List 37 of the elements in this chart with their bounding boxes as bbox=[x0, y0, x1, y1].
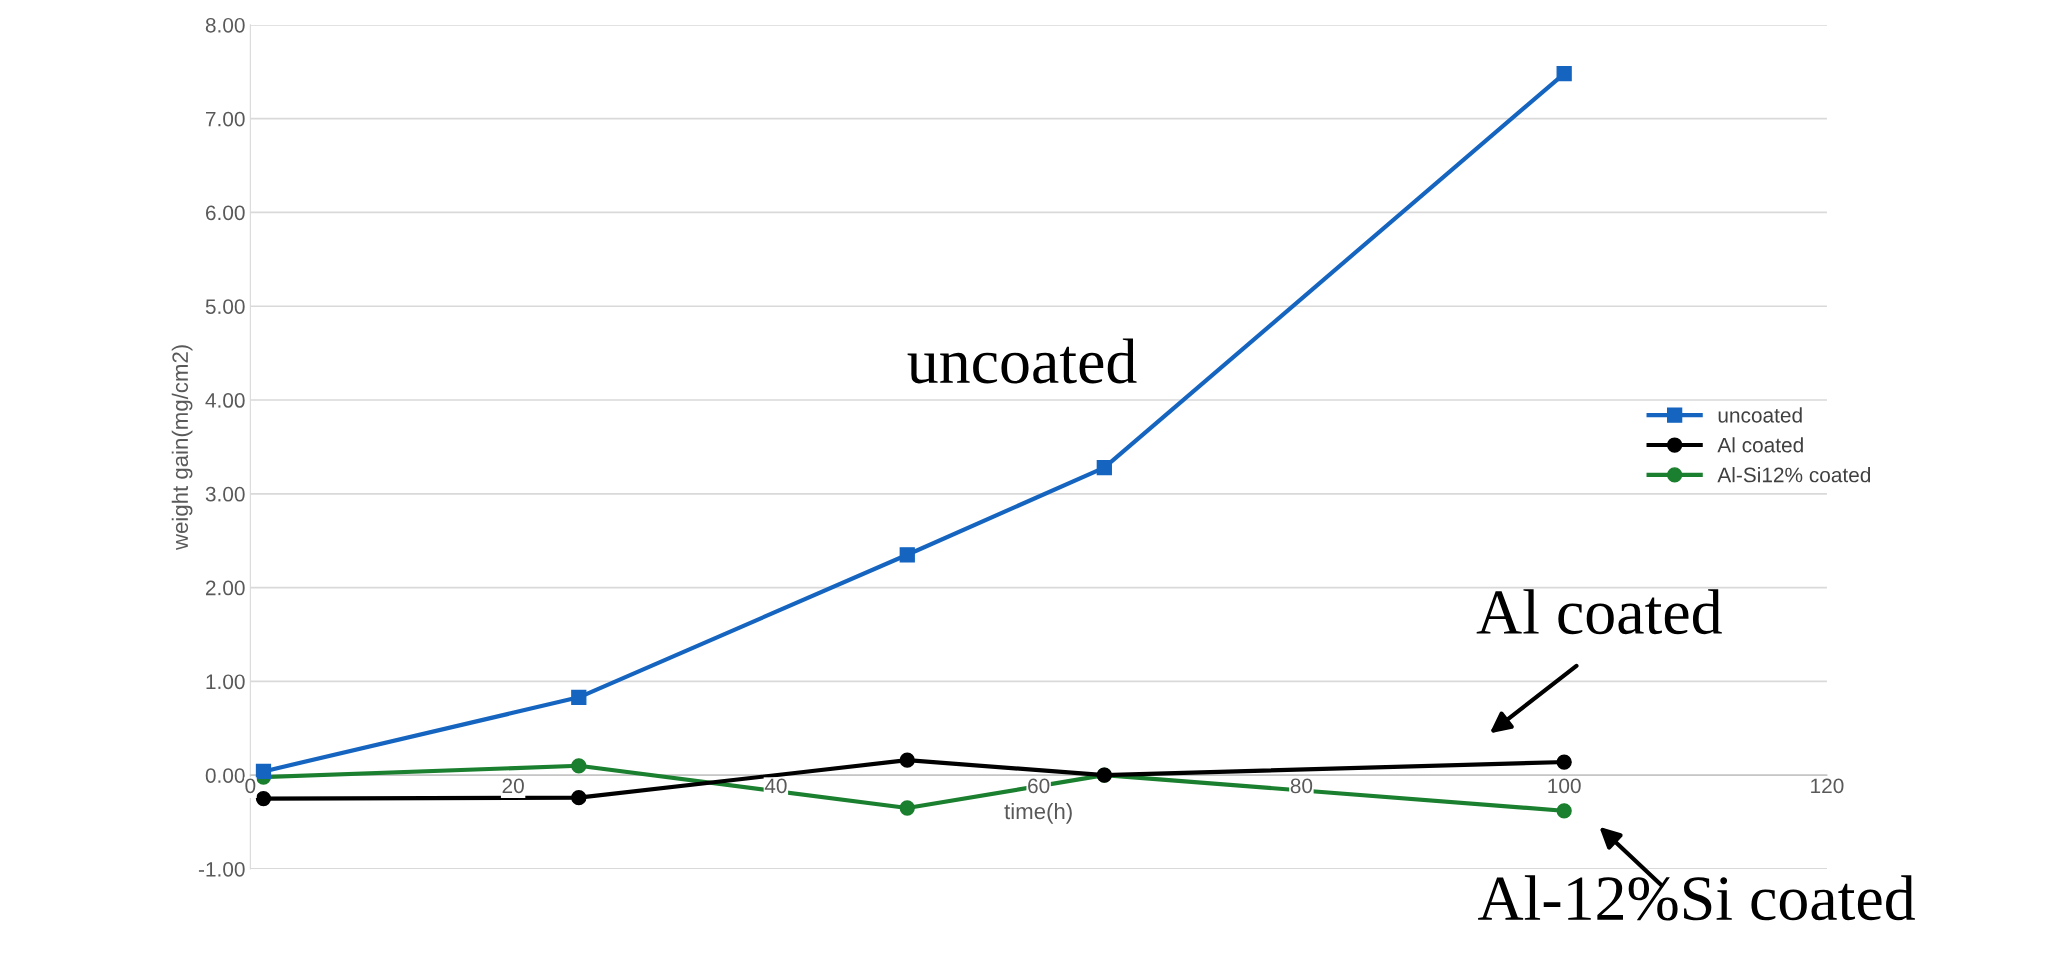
y-tick-label: 6.00 bbox=[206, 205, 245, 221]
annotation: uncoated bbox=[907, 338, 1137, 384]
text: Al-12%Si coated bbox=[1478, 875, 1915, 921]
point bbox=[1096, 459, 1112, 476]
point bbox=[1556, 66, 1572, 82]
legend-label: Al-Si12% coated bbox=[1717, 467, 1871, 483]
point bbox=[1556, 754, 1572, 770]
y-tick-label: 8.00 bbox=[205, 17, 245, 33]
point bbox=[255, 763, 272, 780]
point bbox=[571, 689, 587, 705]
y-tick-label: 3.00 bbox=[205, 486, 245, 502]
y-tick-label: 4.00 bbox=[205, 393, 245, 408]
y-tick-label: 1.00 bbox=[206, 674, 245, 690]
y-tick-label: 7.00 bbox=[206, 111, 245, 127]
point bbox=[255, 790, 272, 807]
y-tick-label: -1.00 bbox=[198, 861, 245, 877]
legend-label: Al coated bbox=[1717, 437, 1803, 453]
point bbox=[571, 758, 587, 774]
x-tick-label: 20 bbox=[502, 778, 524, 794]
annotation: Al coated bbox=[1476, 589, 1722, 635]
point bbox=[899, 800, 915, 816]
point bbox=[1556, 803, 1572, 819]
x-tick-label: 40 bbox=[764, 778, 787, 794]
y-tick-label: 2.00 bbox=[205, 580, 245, 596]
point bbox=[571, 790, 587, 806]
point bbox=[899, 752, 915, 768]
legend-label: uncoated bbox=[1718, 407, 1802, 423]
x-tick-label: 60 bbox=[1028, 778, 1050, 794]
x-tick-label: 120 bbox=[1811, 778, 1844, 794]
x-axis-title: time(h) bbox=[1004, 802, 1072, 824]
point bbox=[899, 547, 915, 563]
y-tick-label: 0.00 bbox=[205, 768, 245, 783]
y-tick-label: 5.00 bbox=[205, 299, 245, 314]
y-axis-title: weight gain(mg/cm2) bbox=[171, 345, 193, 551]
x-tick-label: 100 bbox=[1548, 778, 1581, 794]
x-tick-label: 0 bbox=[245, 778, 256, 794]
x-tick-label: 80 bbox=[1290, 778, 1313, 794]
